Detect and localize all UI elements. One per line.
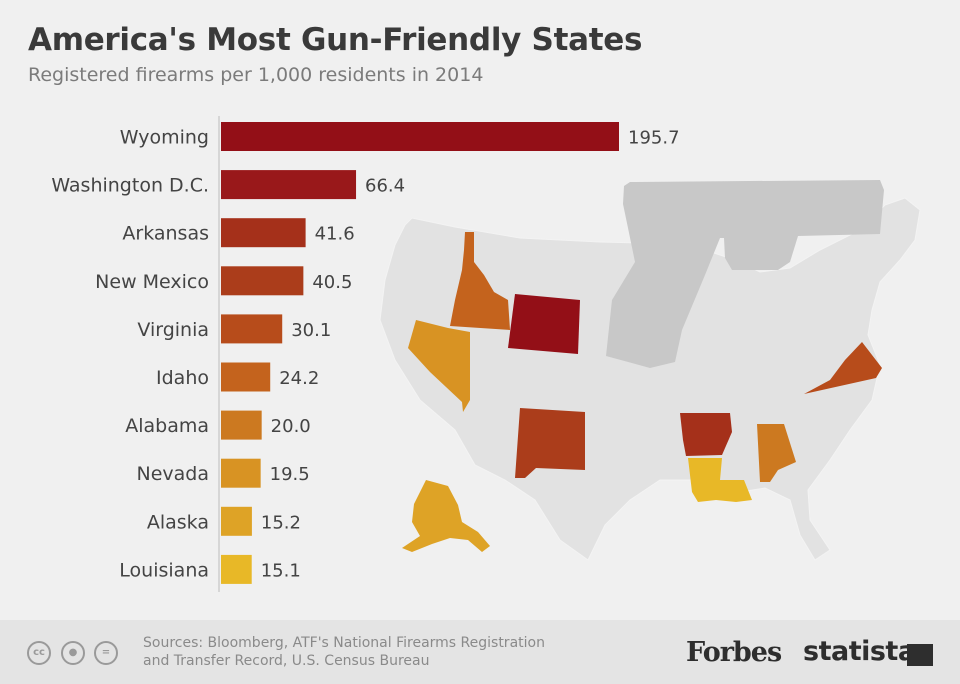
no-derivatives-icon: = [94, 641, 118, 665]
idaho-state [450, 232, 510, 330]
bar [221, 362, 271, 392]
bar-series: Wyoming 195.7 Washington D.C. 66.4 Arkansas 4… [51, 122, 680, 584]
value-label: 41.6 [315, 224, 355, 245]
category-label: Louisiana [119, 559, 209, 581]
chart-title: America's Most Gun-Friendly States [28, 22, 643, 58]
value-label: 30.1 [291, 320, 331, 341]
virginia-state [804, 342, 882, 394]
forbes-logo: Forbes [686, 637, 782, 668]
gun-silhouette [606, 180, 884, 368]
value-label: 66.4 [365, 176, 405, 197]
chart-subtitle: Registered firearms per 1,000 residents … [28, 64, 484, 86]
bar [221, 218, 306, 248]
bar [221, 314, 283, 344]
value-label: 15.2 [261, 512, 301, 533]
category-label: Virginia [137, 319, 209, 341]
value-label: 24.2 [279, 368, 319, 389]
wyoming-state [508, 294, 580, 354]
bar [221, 410, 262, 440]
alaska-state [402, 480, 490, 552]
bar [221, 122, 619, 151]
bar [221, 170, 357, 200]
bar [221, 266, 304, 296]
bar [221, 506, 252, 536]
category-label: Wyoming [120, 127, 209, 149]
alabama-state [757, 424, 796, 482]
louisiana-state [688, 458, 752, 502]
value-label: 15.1 [261, 560, 301, 581]
statista-mark-icon [907, 644, 933, 666]
creative-commons-icon: cc [27, 641, 51, 665]
source-line-2: and Transfer Record, U.S. Census Bureau [143, 653, 430, 669]
us-map [379, 180, 921, 561]
bar [221, 458, 261, 488]
category-label: Arkansas [122, 223, 209, 245]
value-label: 40.5 [312, 272, 352, 293]
source-line-1: Sources: Bloomberg, ATF's National Firea… [143, 635, 545, 651]
us-map-outline [379, 197, 921, 561]
statista-logo: statista [803, 636, 916, 667]
category-label: Washington D.C. [51, 175, 209, 197]
category-label: Idaho [156, 367, 209, 389]
category-label: Alabama [125, 415, 209, 437]
bar [221, 554, 252, 584]
footer-band [0, 620, 960, 684]
value-label: 195.7 [628, 128, 680, 149]
category-label: Nevada [137, 463, 210, 485]
category-label: Alaska [147, 511, 209, 533]
nevada-state [408, 320, 470, 412]
value-label: 20.0 [271, 416, 311, 437]
arkansas-state [680, 413, 732, 456]
attribution-icon: ● [61, 641, 85, 665]
source-note: Sources: Bloomberg, ATF's National Firea… [143, 634, 545, 670]
category-label: New Mexico [95, 271, 209, 293]
new-mexico-state [515, 408, 585, 478]
value-label: 19.5 [270, 464, 310, 485]
